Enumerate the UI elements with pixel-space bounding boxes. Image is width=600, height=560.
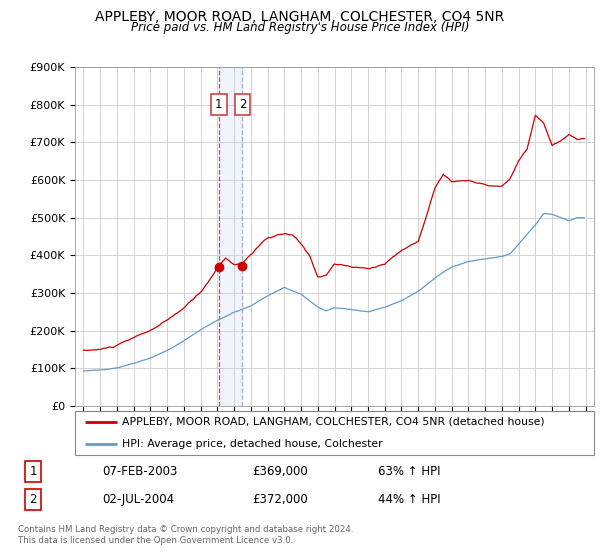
FancyBboxPatch shape (75, 411, 594, 455)
Text: APPLEBY, MOOR ROAD, LANGHAM, COLCHESTER, CO4 5NR: APPLEBY, MOOR ROAD, LANGHAM, COLCHESTER,… (95, 10, 505, 24)
Text: Contains HM Land Registry data © Crown copyright and database right 2024.
This d: Contains HM Land Registry data © Crown c… (18, 525, 353, 545)
Text: 2: 2 (239, 99, 246, 111)
Text: £369,000: £369,000 (252, 465, 308, 478)
Text: APPLEBY, MOOR ROAD, LANGHAM, COLCHESTER, CO4 5NR (detached house): APPLEBY, MOOR ROAD, LANGHAM, COLCHESTER,… (122, 417, 544, 427)
Bar (218, 67, 242, 406)
Text: Price paid vs. HM Land Registry's House Price Index (HPI): Price paid vs. HM Land Registry's House … (131, 21, 469, 34)
Text: 44% ↑ HPI: 44% ↑ HPI (378, 493, 440, 506)
Text: HPI: Average price, detached house, Colchester: HPI: Average price, detached house, Colc… (122, 439, 382, 449)
Text: 1: 1 (29, 465, 37, 478)
Text: 63% ↑ HPI: 63% ↑ HPI (378, 465, 440, 478)
Text: 2: 2 (29, 493, 37, 506)
Text: 1: 1 (215, 99, 223, 111)
Text: 07-FEB-2003: 07-FEB-2003 (102, 465, 178, 478)
Text: £372,000: £372,000 (252, 493, 308, 506)
Text: 02-JUL-2004: 02-JUL-2004 (102, 493, 174, 506)
